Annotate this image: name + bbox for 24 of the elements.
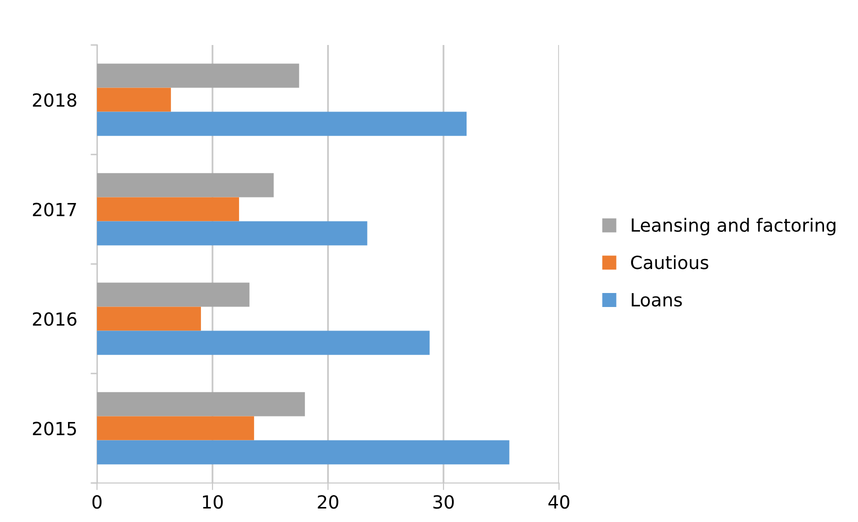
legend-label: Cautious: [631, 255, 708, 270]
bar: [97, 64, 300, 88]
bar: [97, 173, 274, 198]
legend-label: Loans: [632, 293, 682, 307]
bar: [97, 440, 510, 464]
y-tick-label: 2016: [32, 312, 76, 326]
bar: [97, 88, 171, 112]
bar: [97, 416, 254, 440]
y-tick-label: 2018: [32, 93, 76, 107]
bar: [97, 392, 305, 416]
y-tick-label: 2017: [32, 202, 76, 216]
y-tick-label: 2015: [32, 422, 76, 436]
bar: [97, 197, 240, 222]
bar: [97, 306, 201, 331]
x-tick-label: 10: [202, 495, 223, 509]
x-tick-label: 20: [318, 495, 338, 509]
bar: [97, 112, 467, 136]
bar: [97, 221, 368, 246]
legend-label: Leansing and factoring: [632, 218, 836, 236]
x-tick-label: 40: [548, 495, 570, 509]
bar: [97, 330, 430, 355]
x-tick-label: 30: [433, 495, 454, 509]
bar: [97, 282, 250, 307]
x-tick-label: 0: [92, 495, 102, 509]
